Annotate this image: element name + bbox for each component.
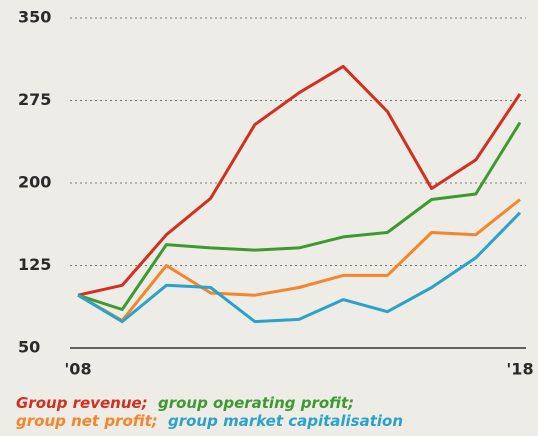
plot-area: 50 125 200 275 350 '08 '18 — [18, 8, 534, 379]
series-line — [77, 211, 522, 324]
legend-separator: ; — [347, 394, 354, 412]
y-tick-label: 275 — [18, 90, 51, 109]
y-tick-label: 50 — [18, 338, 40, 357]
legend-entry: Group revenue — [16, 394, 142, 412]
legend-separator: ; — [141, 394, 148, 412]
x-tick-label: '08 — [64, 360, 91, 379]
y-tick-label: 125 — [18, 255, 51, 274]
legend-line-1: Group revenue; group operating profit; — [16, 394, 354, 412]
y-tick-label: 200 — [18, 173, 51, 192]
series-line — [77, 121, 522, 311]
y-tick-label: 350 — [18, 8, 51, 27]
legend-line-2: group net profit; group market capitalis… — [16, 412, 403, 430]
legend-entry: group net profit — [16, 412, 153, 430]
series-line — [77, 64, 522, 297]
legend-separator: ; — [151, 412, 158, 430]
legend-entry: group operating profit — [158, 394, 349, 412]
x-tick-label: '18 — [506, 360, 533, 379]
legend-entry: group market capitalisation — [168, 412, 403, 430]
series-line — [77, 198, 521, 322]
